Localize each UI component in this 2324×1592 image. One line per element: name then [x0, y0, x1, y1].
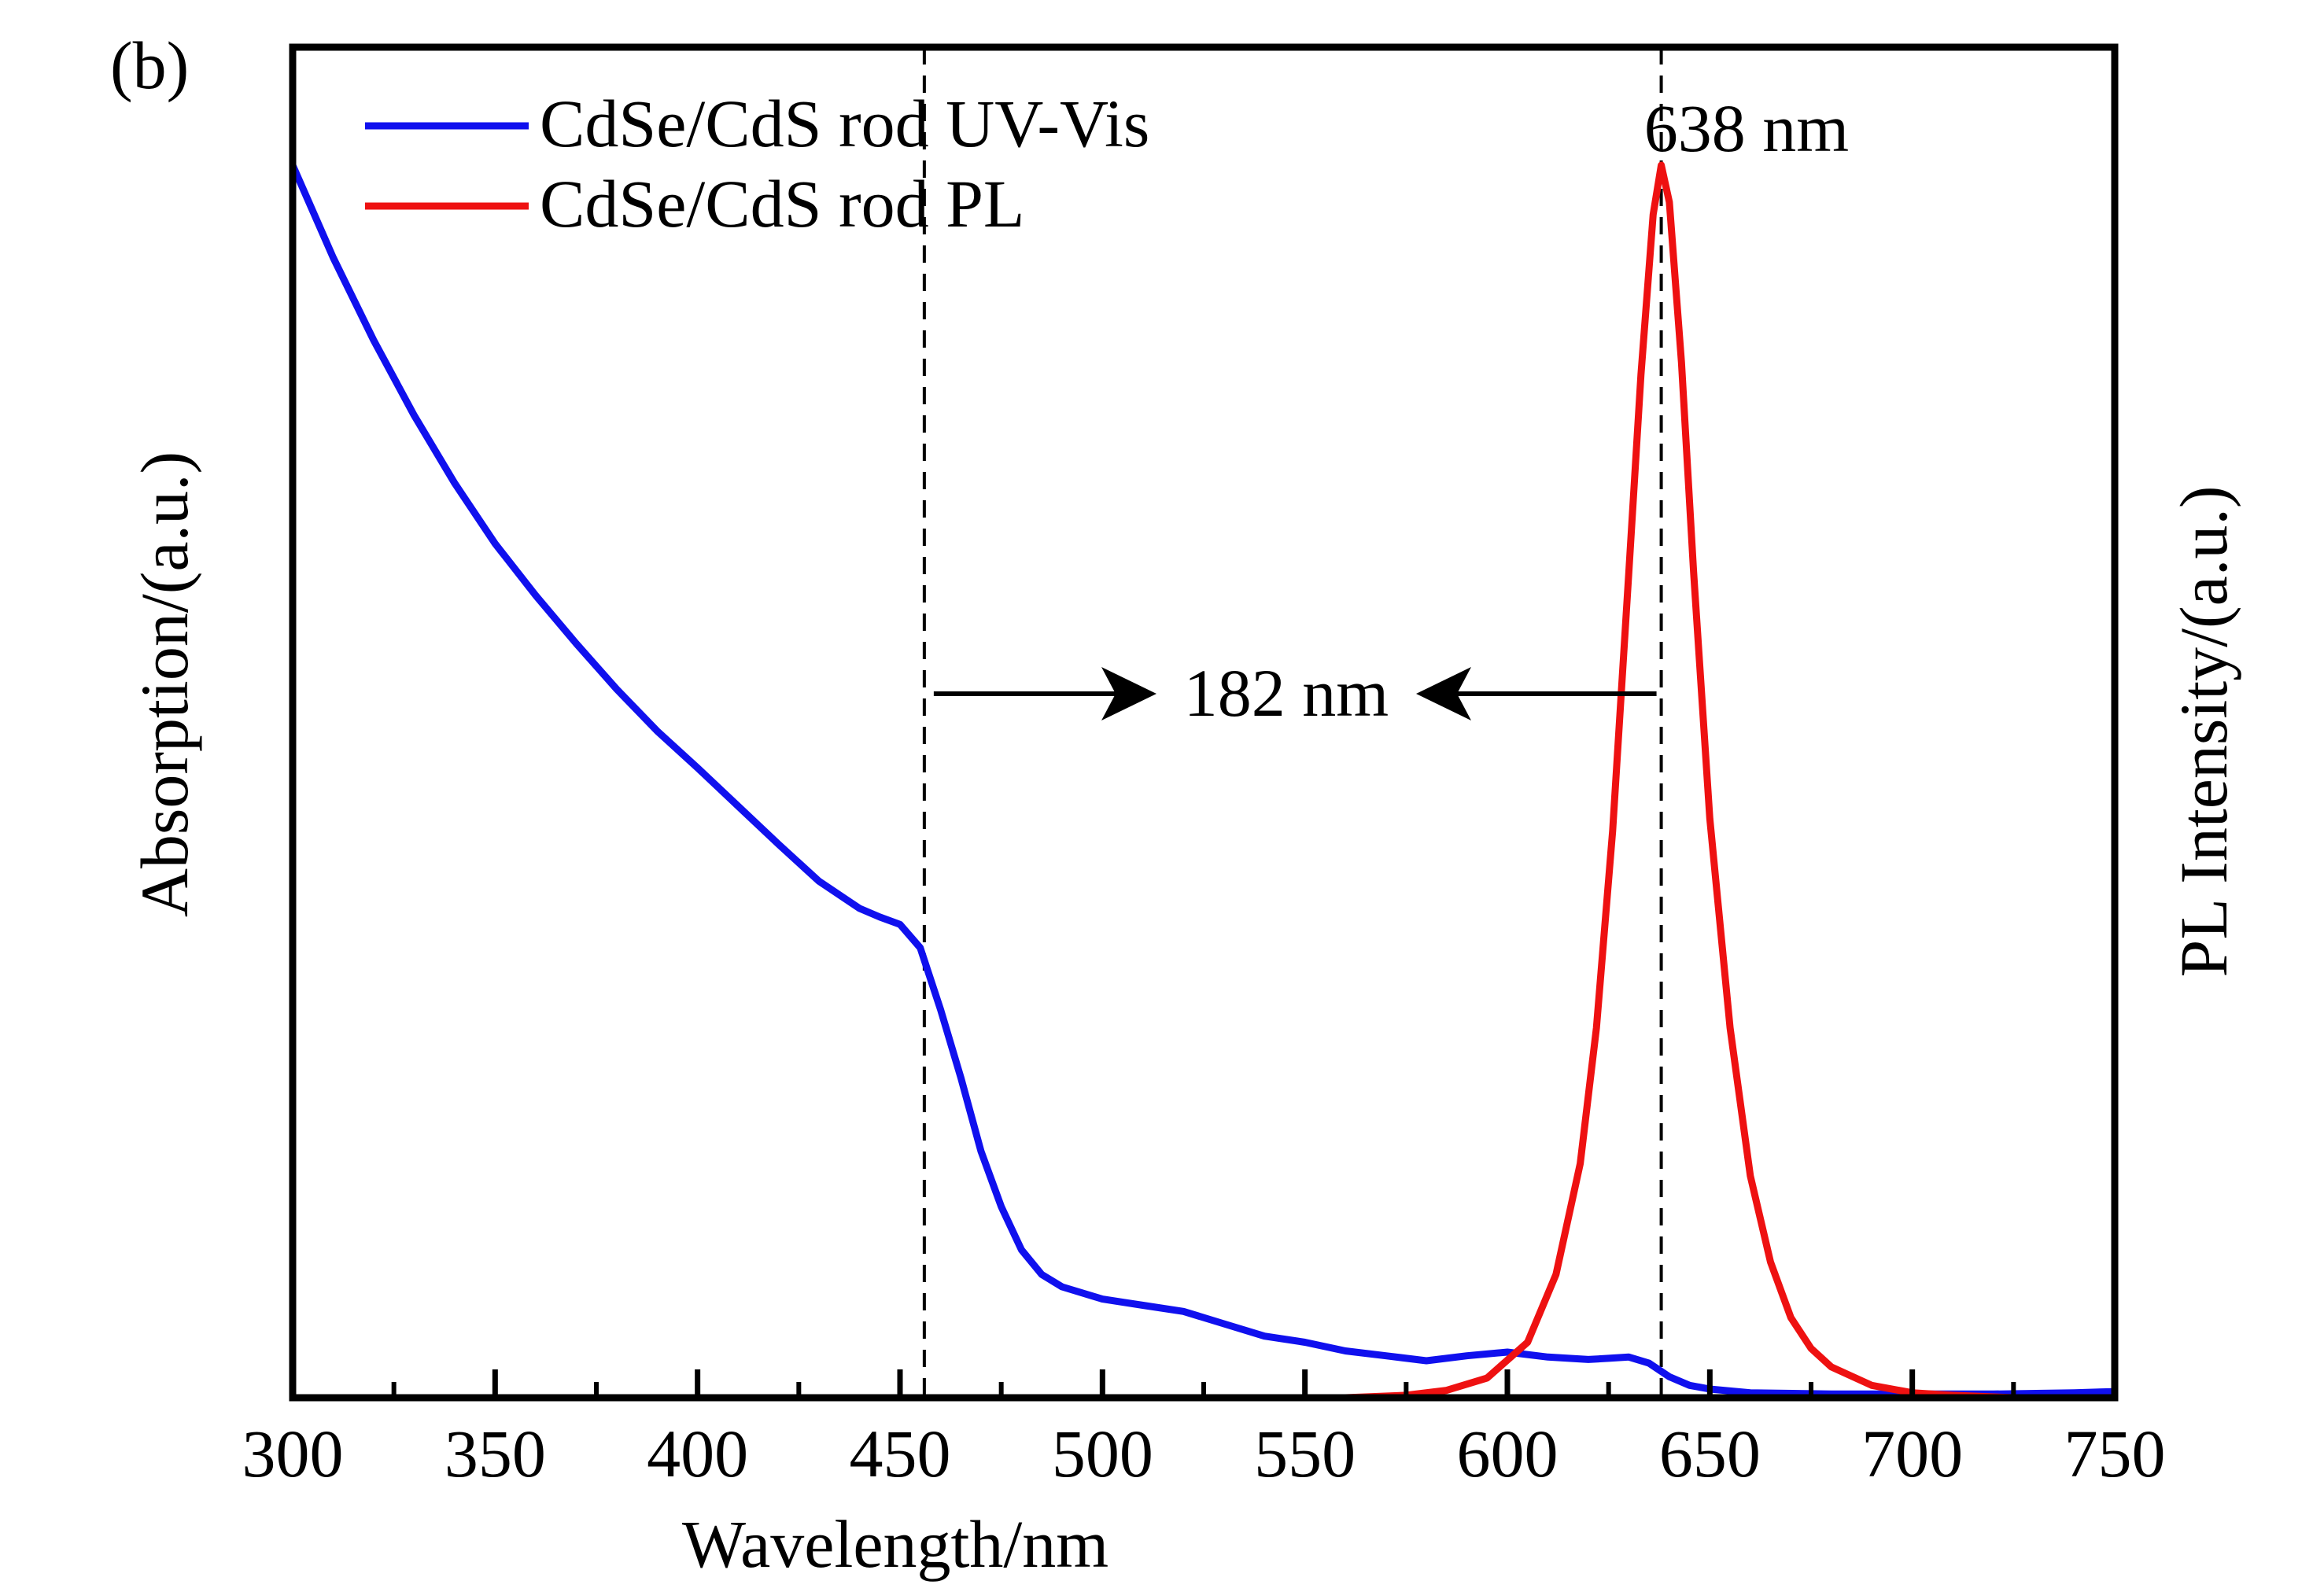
- x-tick-label: 500: [1052, 1416, 1153, 1491]
- pl-series-line: [1090, 161, 2078, 1402]
- x-tick-label: 350: [445, 1416, 546, 1491]
- y-axis-label-right: PL Intensity/(a.u.): [2166, 486, 2241, 978]
- x-axis: 300 350 400 450 500 550 600 650 700 750: [242, 43, 2166, 1491]
- x-tick-label: 450: [850, 1416, 951, 1491]
- x-tick-label: 400: [647, 1416, 748, 1491]
- plot-area: [289, 47, 2119, 1402]
- arrow-right-icon: [1101, 667, 1156, 720]
- x-tick-label: 650: [1659, 1416, 1761, 1491]
- uv-vis-series-line: [289, 161, 2119, 1398]
- panel-label: (b): [110, 28, 189, 103]
- annotations: 638 nm 182 nm: [933, 90, 1849, 731]
- peak-label: 638 nm: [1644, 90, 1849, 166]
- x-tick-label: 550: [1254, 1416, 1356, 1491]
- x-tick-label: 600: [1457, 1416, 1559, 1491]
- x-tick-label: 300: [242, 1416, 344, 1491]
- legend-label: CdSe/CdS rod PL: [540, 166, 1024, 241]
- x-tick-label: 750: [2064, 1416, 2166, 1491]
- x-tick-label: 700: [1861, 1416, 1963, 1491]
- x-axis-label: Wavelength/nm: [682, 1506, 1109, 1582]
- shift-label: 182 nm: [1184, 655, 1389, 731]
- legend-label: CdSe/CdS rod UV-Vis: [540, 86, 1149, 161]
- arrow-left-icon: [1416, 667, 1471, 720]
- y-axis-label-left: Absorption/(a.u.): [127, 451, 202, 917]
